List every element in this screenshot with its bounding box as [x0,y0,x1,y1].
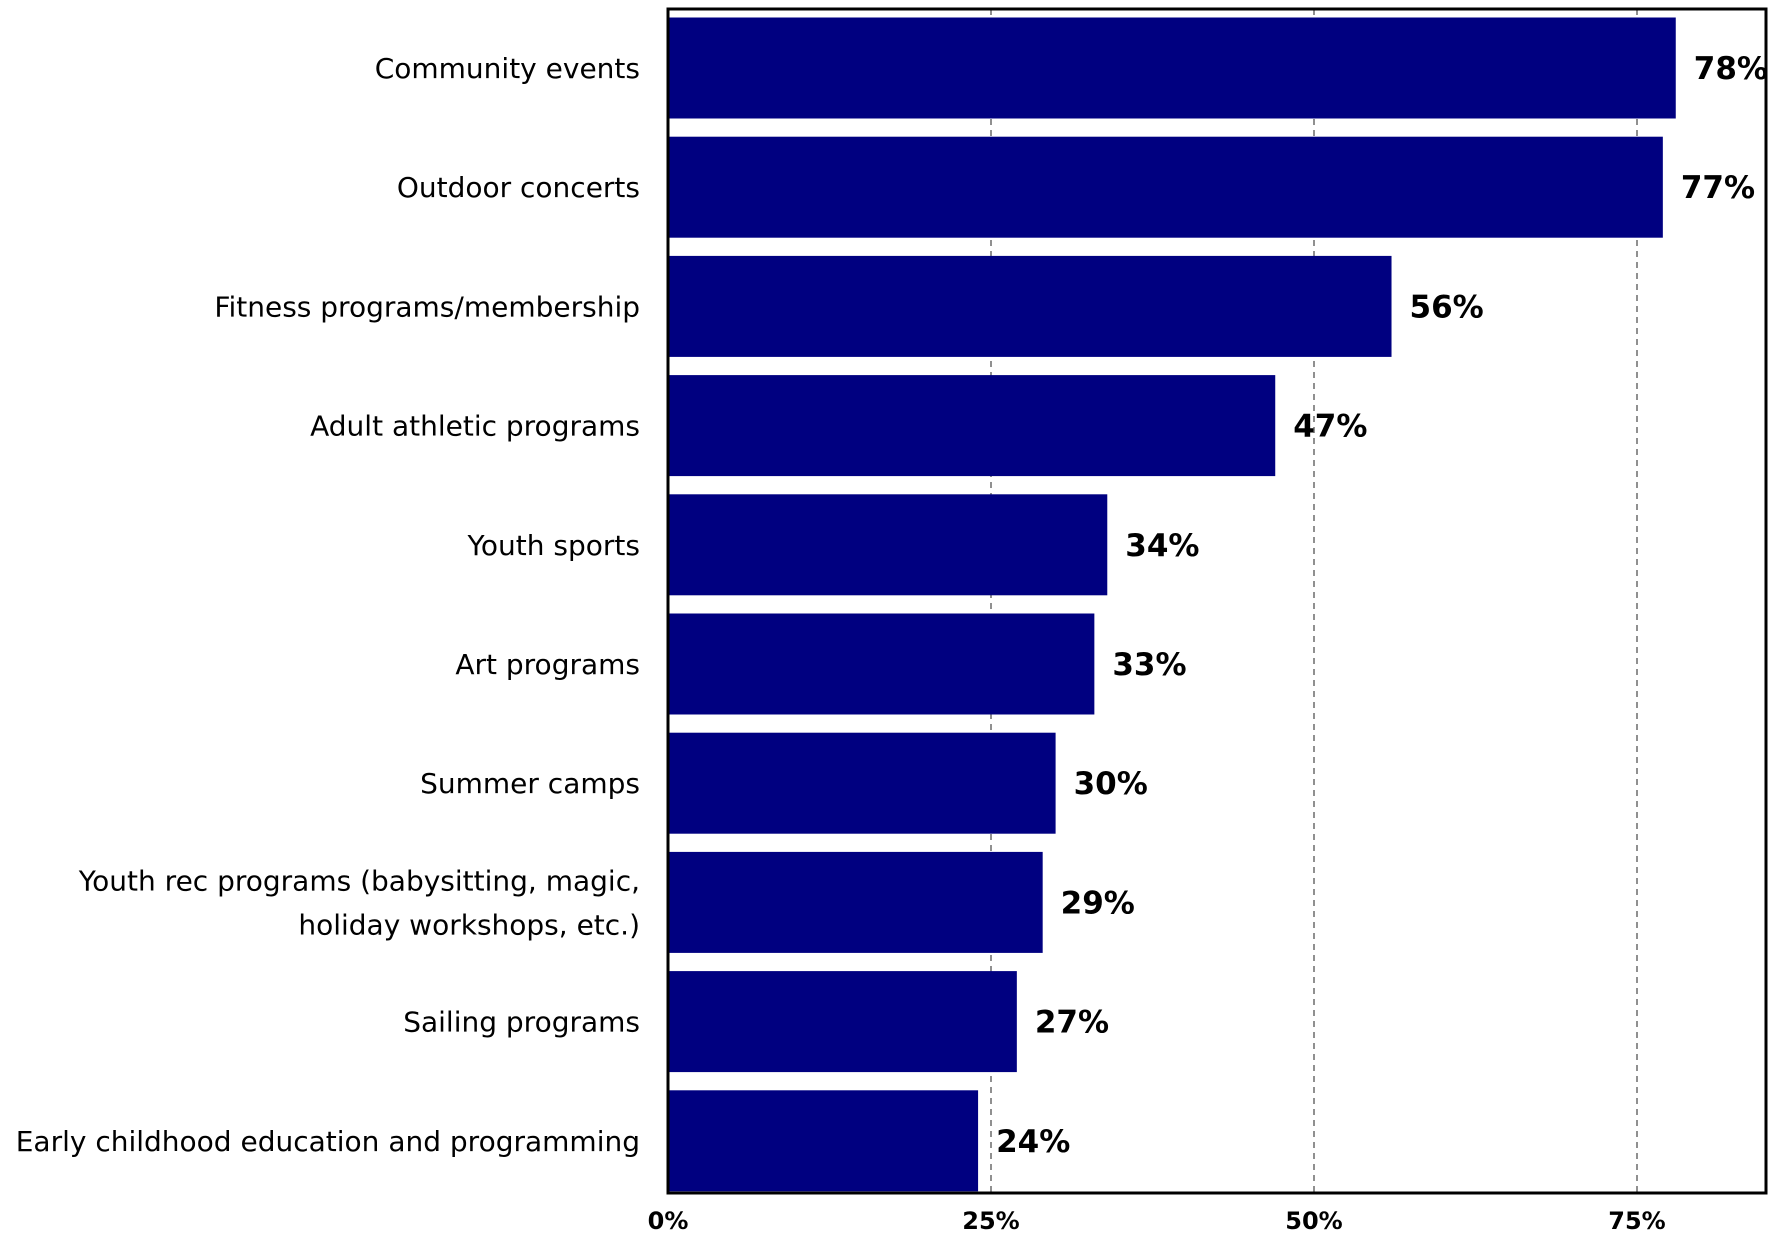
category-label: Youth rec programs (babysitting, magic, [78,864,640,897]
bar [668,494,1108,596]
plot-area-frame [666,7,1768,1195]
data-label: 24% [996,1124,1070,1160]
category-label: Adult athletic programs [310,410,640,443]
data-label: 30% [1074,766,1148,802]
bar [668,136,1663,238]
x-tick-label: 75% [1608,1207,1665,1235]
data-label: 33% [1112,647,1186,683]
bar [668,17,1676,119]
bar [668,732,1056,834]
category-label: holiday workshops, etc.) [298,908,640,941]
data-label: 56% [1410,289,1484,325]
data-label: 47% [1293,409,1367,445]
x-tick-label: 0% [648,1207,689,1235]
value-labels: 78% 77% 56% 47% 34% 33% 30% 29% 27% 24% [996,51,1768,1160]
category-label: Fitness programs/membership [214,290,640,323]
bar [668,971,1017,1073]
category-label: Youth sports [467,529,640,562]
bar [668,613,1095,715]
data-label: 34% [1125,528,1199,564]
category-label: Outdoor concerts [397,171,640,204]
category-label: Sailing programs [403,1006,640,1039]
data-label: 27% [1035,1005,1109,1041]
category-label: Early childhood education and programmin… [16,1125,640,1158]
bar [668,255,1392,357]
data-label: 29% [1061,885,1135,921]
data-label: 77% [1681,170,1755,206]
category-label: Art programs [455,648,640,681]
category-label: Community events [375,52,640,85]
x-tick-label: 25% [962,1207,1019,1235]
bar [668,851,1043,953]
bar [668,1090,979,1192]
category-labels: Community events Outdoor concerts Fitness … [16,52,640,1158]
bars [668,17,1676,1192]
data-label: 78% [1694,51,1768,87]
x-tick-label: 50% [1285,1207,1342,1235]
x-axis-tick-labels: 0% 25% 50% 75% [648,1207,1666,1235]
category-label: Summer camps [420,767,640,800]
bar [668,375,1276,477]
